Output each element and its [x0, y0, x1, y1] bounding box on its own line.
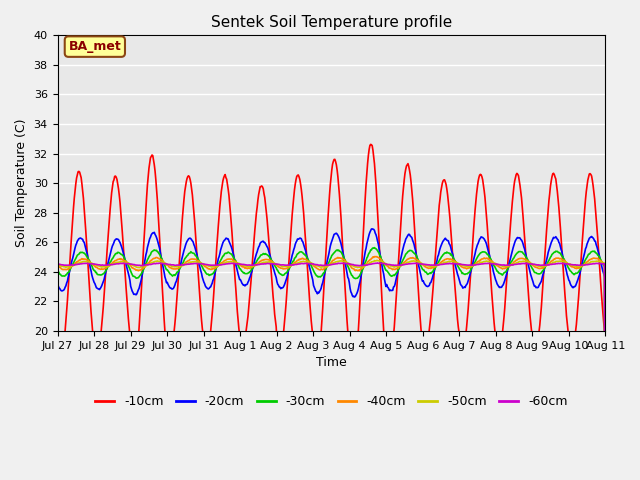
-60cm	[54, 261, 61, 267]
-20cm	[205, 286, 212, 292]
-40cm	[63, 266, 71, 272]
-30cm	[415, 259, 422, 264]
-20cm	[63, 278, 71, 284]
-50cm	[54, 262, 61, 268]
-10cm	[54, 342, 61, 348]
-20cm	[399, 247, 406, 253]
-20cm	[415, 263, 422, 269]
-60cm	[120, 261, 127, 266]
Legend: -10cm, -20cm, -30cm, -40cm, -50cm, -60cm: -10cm, -20cm, -30cm, -40cm, -50cm, -60cm	[90, 390, 573, 413]
-10cm	[120, 251, 127, 257]
-30cm	[205, 271, 212, 277]
-30cm	[54, 267, 61, 273]
-60cm	[399, 262, 406, 268]
Line: -10cm: -10cm	[58, 144, 605, 480]
Text: BA_met: BA_met	[68, 40, 121, 53]
-30cm	[399, 258, 406, 264]
-20cm	[120, 252, 127, 258]
-10cm	[399, 193, 406, 199]
-30cm	[175, 266, 183, 272]
Line: -20cm: -20cm	[58, 229, 605, 480]
Line: -40cm: -40cm	[58, 257, 605, 480]
-50cm	[205, 263, 212, 269]
Line: -30cm: -30cm	[58, 248, 605, 480]
Y-axis label: Soil Temperature (C): Soil Temperature (C)	[15, 119, 28, 247]
-10cm	[205, 345, 212, 350]
-50cm	[399, 262, 406, 267]
-60cm	[63, 263, 71, 268]
-20cm	[175, 266, 183, 272]
-10cm	[175, 259, 183, 264]
-30cm	[63, 270, 71, 276]
-40cm	[399, 261, 406, 267]
-20cm	[54, 280, 61, 286]
-50cm	[373, 257, 381, 263]
Line: -60cm: -60cm	[58, 263, 605, 480]
Title: Sentek Soil Temperature profile: Sentek Soil Temperature profile	[211, 15, 452, 30]
-40cm	[205, 266, 212, 272]
-50cm	[120, 259, 127, 265]
-30cm	[120, 254, 127, 260]
-50cm	[63, 264, 71, 270]
-40cm	[120, 258, 127, 264]
-10cm	[415, 292, 422, 298]
-60cm	[374, 260, 381, 266]
-60cm	[175, 262, 183, 268]
-60cm	[415, 261, 422, 266]
-40cm	[415, 258, 422, 264]
-40cm	[373, 254, 381, 260]
X-axis label: Time: Time	[316, 356, 347, 369]
-30cm	[371, 245, 378, 251]
-10cm	[63, 298, 71, 303]
-40cm	[54, 263, 61, 269]
Line: -50cm: -50cm	[58, 260, 605, 480]
-10cm	[367, 142, 374, 147]
-60cm	[205, 262, 212, 268]
-50cm	[175, 264, 183, 269]
-40cm	[175, 264, 183, 270]
-50cm	[415, 259, 422, 265]
-20cm	[369, 226, 376, 232]
